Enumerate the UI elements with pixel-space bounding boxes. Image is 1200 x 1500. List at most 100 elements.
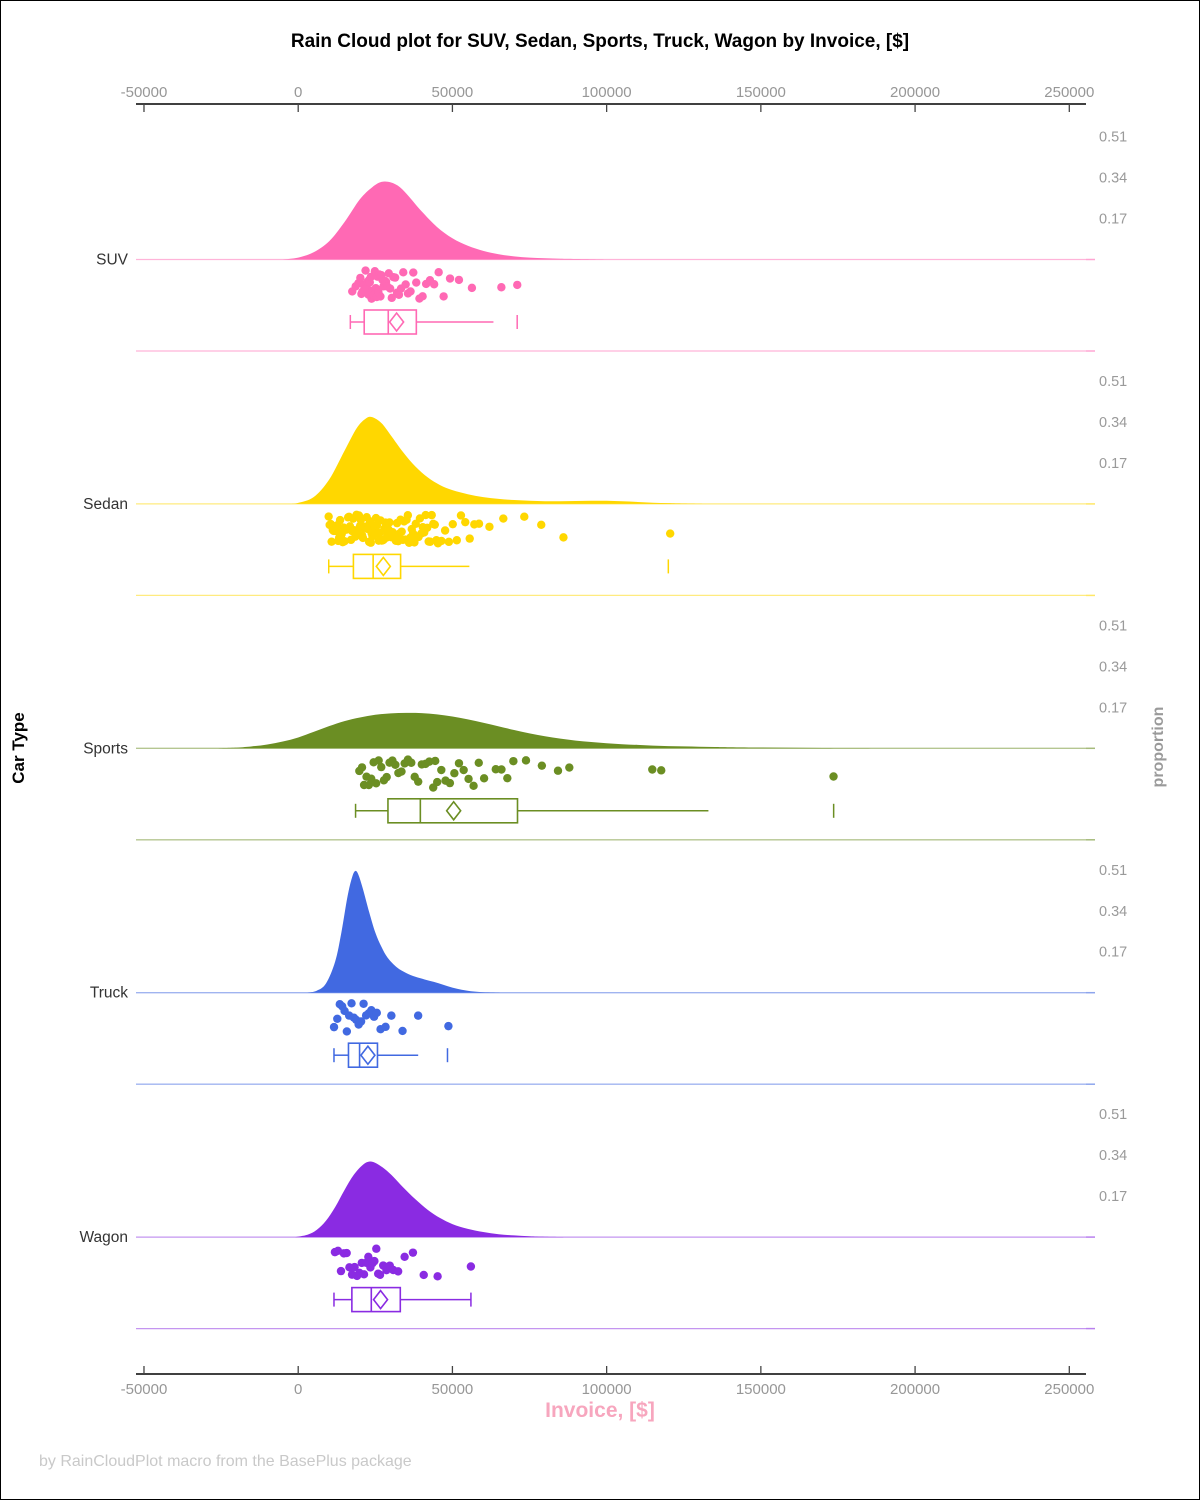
rain-point xyxy=(350,1262,359,1272)
rain-point xyxy=(393,1267,403,1276)
density-cloud-truck xyxy=(307,870,502,993)
proportion-tick-label: 0.17 xyxy=(1099,1189,1127,1205)
rain-point xyxy=(469,781,478,791)
rain-point xyxy=(440,526,450,535)
rain-point xyxy=(497,283,506,292)
rain-point xyxy=(372,1244,381,1253)
x-axis-bottom-tick-label: -50000 xyxy=(121,1381,168,1398)
proportion-tick-label: 0.17 xyxy=(1099,700,1127,716)
rain-point xyxy=(401,280,410,289)
rain-point xyxy=(342,1027,352,1036)
mean-diamond xyxy=(445,800,462,822)
rain-point xyxy=(397,527,406,536)
density-cloud-suv xyxy=(282,181,607,260)
x-axis-bottom-tick-label: 100000 xyxy=(582,1381,632,1398)
rain-point xyxy=(376,292,385,301)
rain-point xyxy=(437,765,446,775)
rain-point xyxy=(413,1011,423,1020)
category-label-sports: Sports xyxy=(83,740,128,757)
proportion-tick-label: 0.51 xyxy=(1099,618,1127,634)
proportion-tick-label: 0.34 xyxy=(1099,1148,1127,1164)
rain-point xyxy=(377,762,386,772)
rain-point xyxy=(406,287,415,296)
rain-point xyxy=(381,1022,390,1032)
mean-diamond xyxy=(372,1289,389,1310)
rain-point xyxy=(356,273,365,283)
category-label-truck: Truck xyxy=(90,985,128,1002)
proportion-tick-label: 0.34 xyxy=(1099,904,1127,920)
rain-point xyxy=(391,760,400,770)
rain-point xyxy=(403,511,413,520)
rain-point xyxy=(335,515,345,525)
rain-point xyxy=(466,1262,476,1271)
rain-point xyxy=(474,519,484,528)
rain-point xyxy=(454,275,464,285)
rain-point xyxy=(430,520,440,529)
rain-point xyxy=(434,268,443,277)
rain-point xyxy=(665,529,675,538)
proportion-tick-label: 0.51 xyxy=(1099,1107,1127,1123)
rain-point xyxy=(357,763,367,772)
rain-point xyxy=(433,777,442,787)
x-axis-title: Invoice, [$] xyxy=(545,1399,655,1422)
rain-point xyxy=(648,765,657,774)
mean-diamond xyxy=(388,311,405,333)
proportion-tick-label: 0.34 xyxy=(1099,659,1127,675)
rain-point xyxy=(537,520,546,529)
density-cloud-sports xyxy=(211,712,891,749)
rain-point xyxy=(385,518,394,527)
x-axis-top-tick-label: 50000 xyxy=(432,84,474,101)
box xyxy=(347,1042,379,1068)
rain-point xyxy=(387,1011,396,1020)
rain-point xyxy=(400,1252,409,1262)
category-label-sedan: Sedan xyxy=(83,496,128,513)
rain-point xyxy=(559,533,568,542)
rain-point xyxy=(657,766,666,775)
rain-point xyxy=(513,280,522,290)
rain-point xyxy=(553,766,563,775)
rain-point xyxy=(464,774,473,784)
rain-point xyxy=(445,274,455,283)
category-label-wagon: Wagon xyxy=(79,1229,128,1246)
rain-point xyxy=(364,1252,373,1262)
rain-point xyxy=(437,536,446,546)
x-axis-bottom-tick-label: 50000 xyxy=(432,1381,474,1398)
x-axis-top-tick-label: -50000 xyxy=(121,84,168,101)
rain-point xyxy=(503,773,512,783)
rain-point xyxy=(439,292,448,301)
x-axis-bottom-tick-label: 250000 xyxy=(1044,1381,1094,1398)
box xyxy=(351,1286,402,1313)
rain-point xyxy=(324,512,333,521)
rain-point xyxy=(497,765,506,774)
rain-point xyxy=(361,266,370,275)
proportion-tick-label: 0.17 xyxy=(1099,456,1127,472)
rain-point xyxy=(398,1026,407,1036)
rain-point xyxy=(407,758,416,767)
rain-point xyxy=(422,523,432,533)
rain-point xyxy=(444,1021,453,1031)
rain-point xyxy=(450,769,459,778)
rain-point xyxy=(333,1014,342,1024)
category-label-suv: SUV xyxy=(96,252,129,269)
rain-point xyxy=(399,268,408,277)
rain-point xyxy=(347,999,356,1008)
rain-point xyxy=(521,756,531,765)
rain-point xyxy=(366,538,375,547)
rain-point xyxy=(418,292,427,301)
rain-point xyxy=(445,778,455,788)
rain-point xyxy=(356,1017,366,1026)
rain-point xyxy=(412,278,421,287)
rain-point xyxy=(359,1270,369,1279)
x-axis-bottom-tick-label: 200000 xyxy=(890,1381,940,1398)
density-cloud-sedan xyxy=(292,416,706,504)
rain-point xyxy=(452,536,461,545)
x-axis-bottom-tick-label: 0 xyxy=(294,1381,302,1398)
rain-point xyxy=(479,774,489,783)
rain-point xyxy=(408,1248,418,1257)
x-axis-top-tick-label: 200000 xyxy=(890,84,940,101)
proportion-tick-label: 0.17 xyxy=(1099,945,1127,961)
rain-point xyxy=(499,514,508,523)
x-axis-top-tick-label: 250000 xyxy=(1044,84,1094,101)
rain-point xyxy=(509,756,518,766)
